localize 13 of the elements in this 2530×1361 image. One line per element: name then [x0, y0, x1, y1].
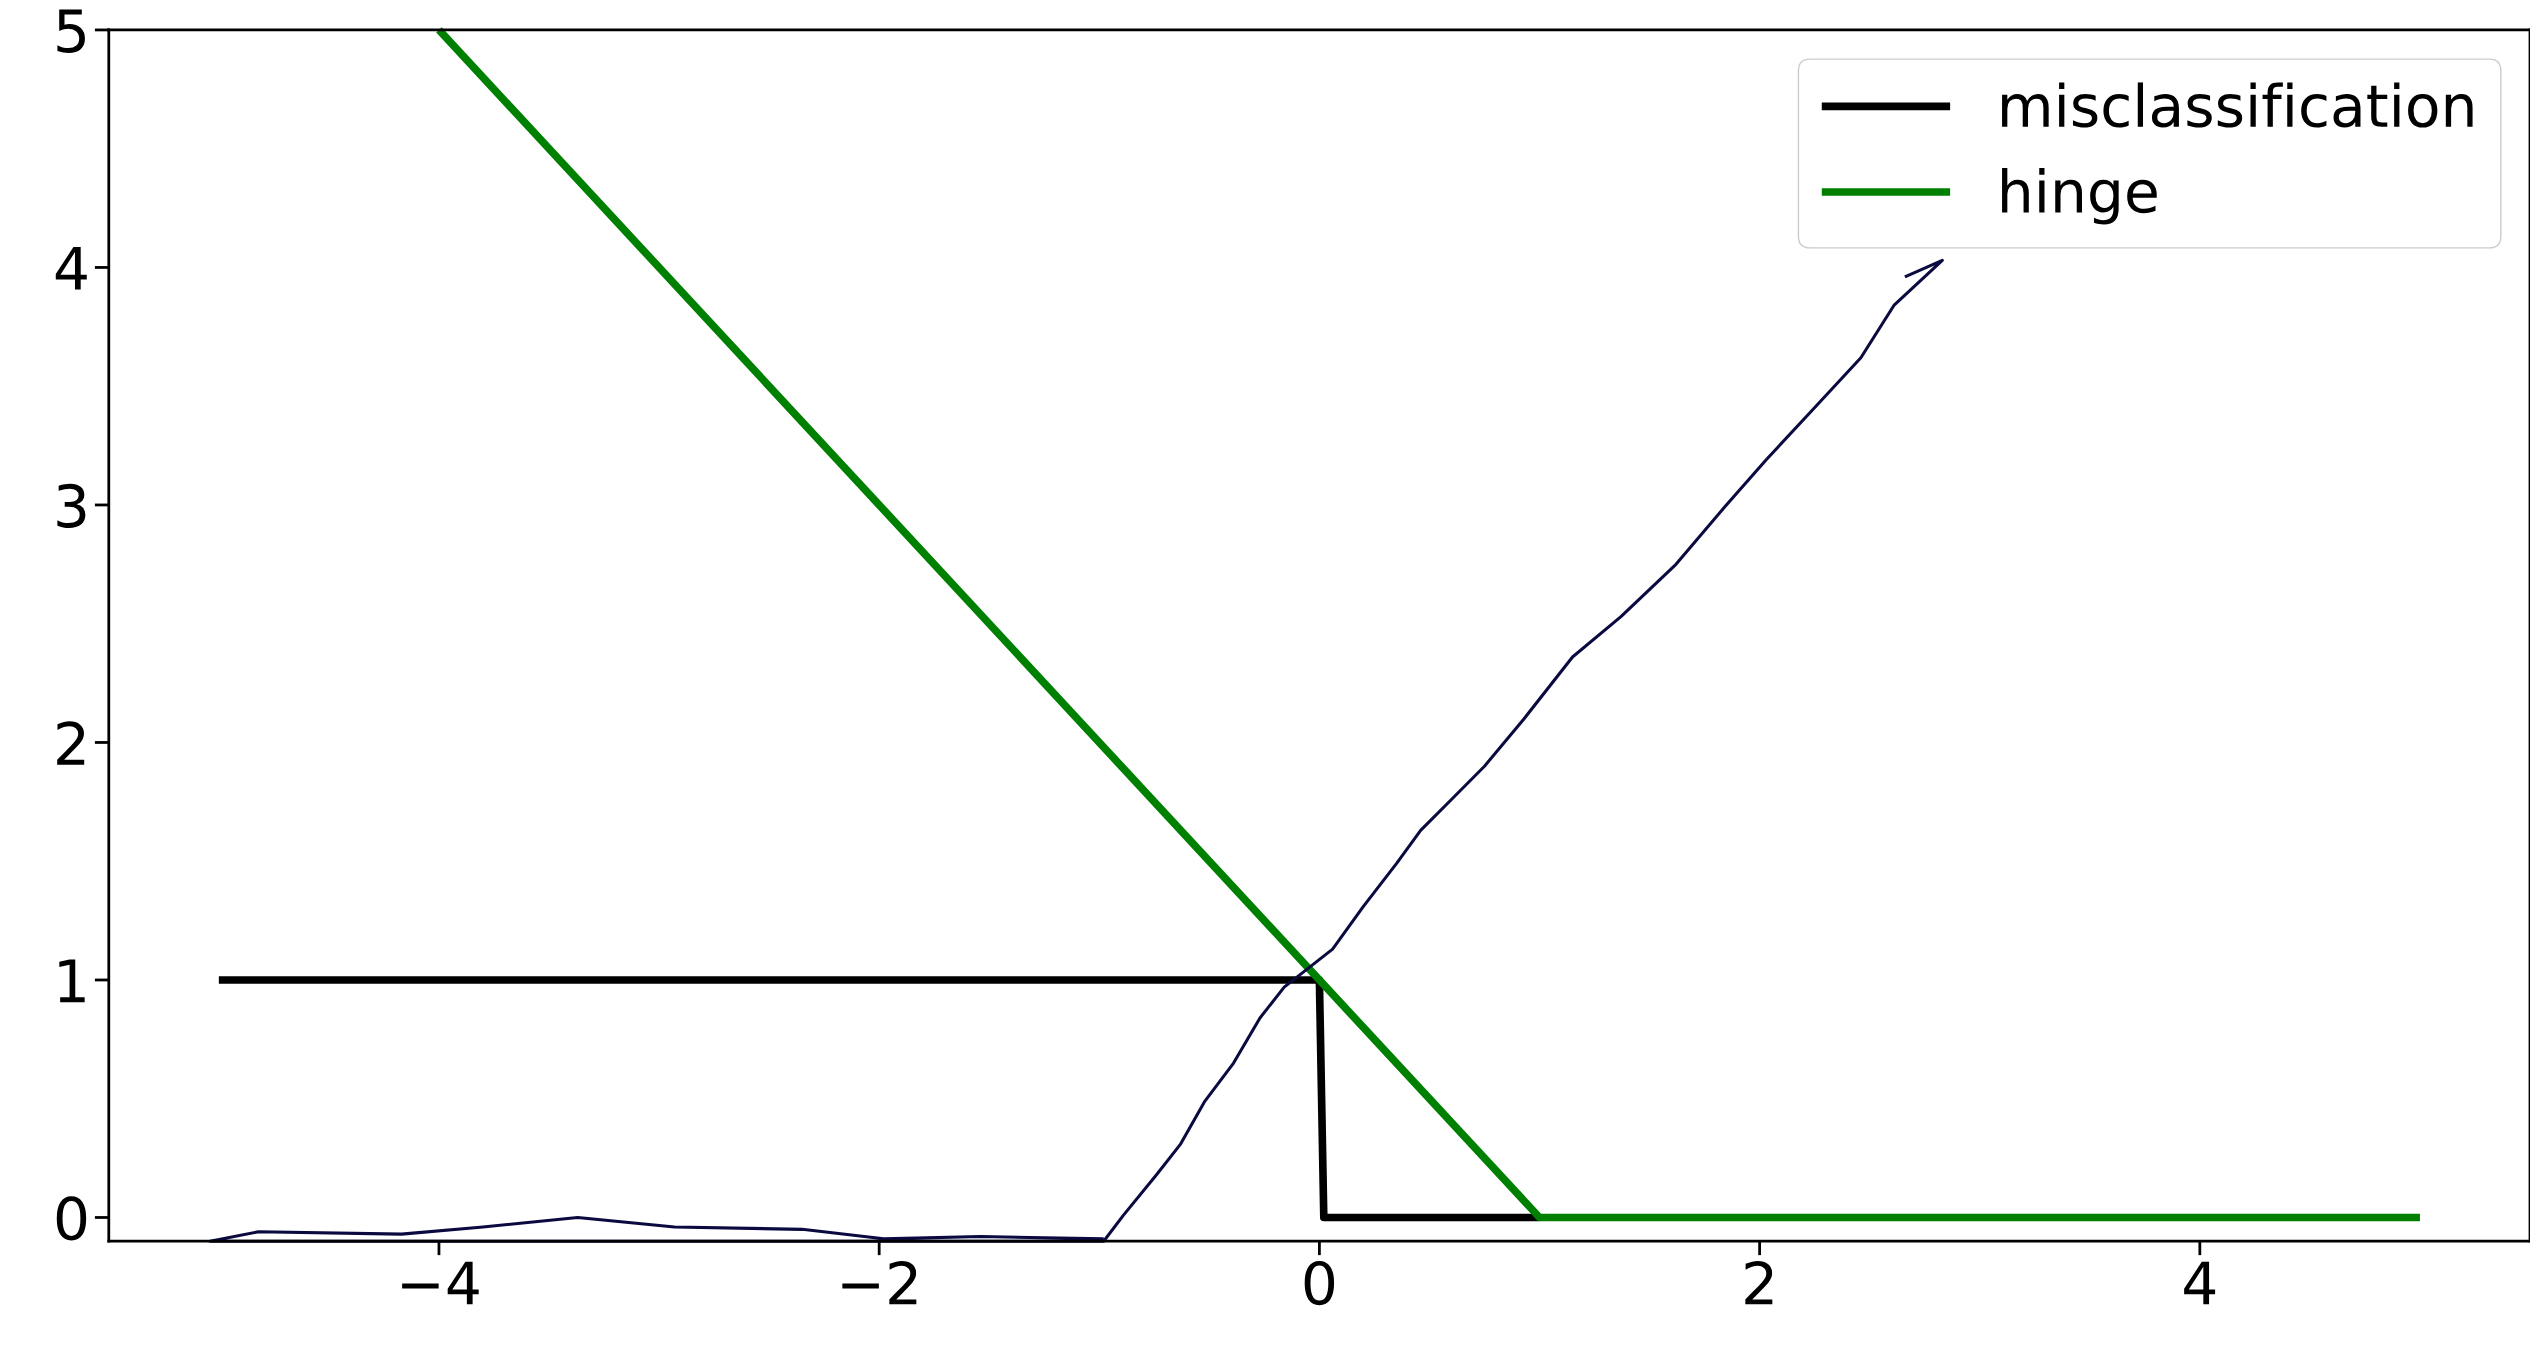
y-tick-label: 1 [59, 959, 85, 1003]
legend-label: hinge [2002, 168, 2157, 225]
x-tick-label: 2 [1745, 1261, 1773, 1305]
y-tick-label: 4 [55, 247, 87, 290]
x-tick-label: 4 [2184, 1261, 2216, 1305]
y-tick-label: 2 [57, 721, 85, 765]
y-tick-label: 0 [56, 1196, 87, 1241]
y-tick-label: 3 [57, 483, 86, 528]
legend-label: misclassification [2002, 82, 2473, 128]
x-tick-label: −4 [402, 1261, 479, 1305]
x-tick-label: −2 [842, 1261, 917, 1305]
x-tick-label: 0 [1304, 1261, 1335, 1306]
y-tick-label: 5 [57, 9, 85, 53]
